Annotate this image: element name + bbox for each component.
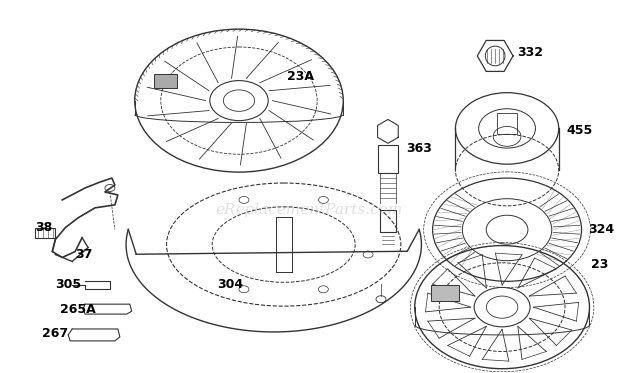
Text: 23A: 23A: [286, 70, 314, 83]
Text: 304: 304: [217, 278, 243, 291]
Bar: [497, 113, 517, 134]
Text: 363: 363: [406, 142, 432, 155]
Text: 455: 455: [567, 124, 593, 137]
Bar: [35, 228, 55, 238]
Text: eReplacementParts.com: eReplacementParts.com: [215, 203, 402, 217]
Text: 37: 37: [75, 248, 92, 261]
Text: 267: 267: [42, 327, 69, 341]
Bar: [432, 285, 459, 301]
Bar: [378, 145, 398, 173]
Text: 332: 332: [517, 47, 543, 59]
Bar: [154, 74, 177, 88]
Bar: [380, 210, 396, 232]
Text: 265A: 265A: [60, 303, 96, 316]
Text: 38: 38: [35, 221, 53, 234]
Text: 23: 23: [591, 258, 609, 271]
Text: 305: 305: [55, 278, 81, 291]
Text: 324: 324: [588, 223, 614, 236]
